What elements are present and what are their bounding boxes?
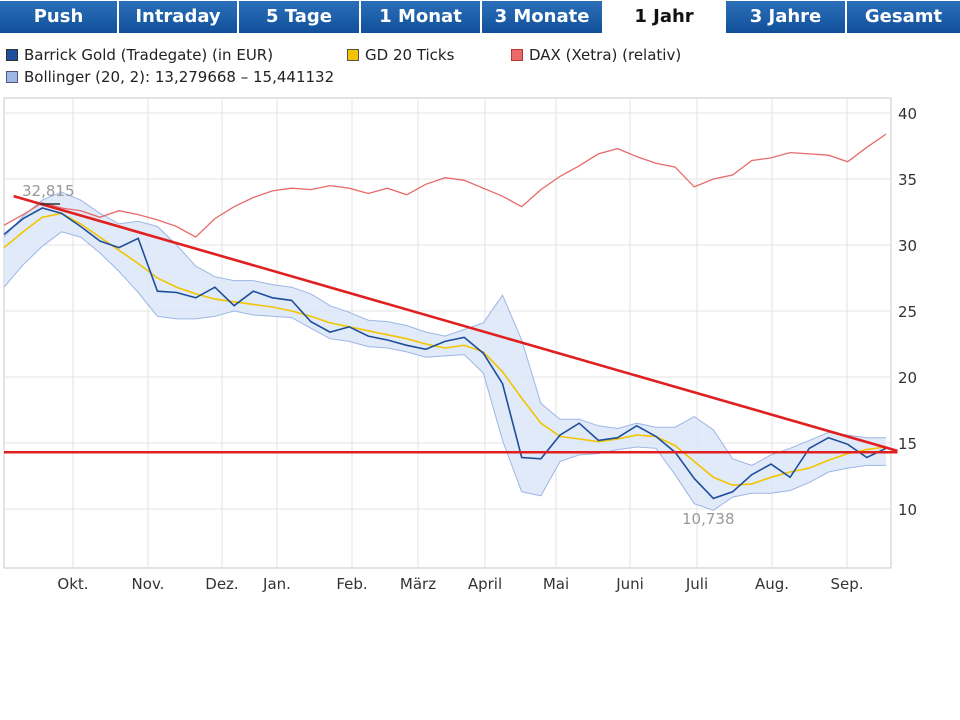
gridlines xyxy=(4,98,891,568)
y-tick-label: 25 xyxy=(898,303,917,321)
legend-item-gd20[interactable]: GD 20 Ticks xyxy=(347,46,454,64)
legend-label: DAX (Xetra) (relativ) xyxy=(529,46,682,64)
x-tick-label: Jan. xyxy=(262,575,291,593)
y-axis: 40 35 30 25 20 15 10 xyxy=(898,105,917,519)
legend-label: Bollinger (20, 2): 13,279668 – 15,441132 xyxy=(24,68,335,86)
chart-legend: Barrick Gold (Tradegate) (in EUR) GD 20 … xyxy=(0,44,960,90)
tab-label: 3 Jahre xyxy=(749,6,822,27)
tab-label: 1 Jahr xyxy=(634,6,694,27)
min-label: 10,738 xyxy=(682,510,735,528)
y-tick-label: 15 xyxy=(898,435,917,453)
bollinger-lower-line xyxy=(3,231,886,511)
x-tick-label: Juli xyxy=(685,575,708,593)
legend-label: Barrick Gold (Tradegate) (in EUR) xyxy=(24,46,274,64)
x-tick-label: Juni xyxy=(615,575,644,593)
tab-label: 1 Monat xyxy=(379,6,462,27)
legend-item-dax[interactable]: DAX (Xetra) (relativ) xyxy=(511,46,681,64)
legend-item-barrick[interactable]: Barrick Gold (Tradegate) (in EUR) xyxy=(6,46,273,64)
tab-label: 5 Tage xyxy=(266,6,332,27)
y-tick-label: 35 xyxy=(898,171,917,189)
tab-push[interactable]: Push xyxy=(0,1,117,33)
trendline xyxy=(13,194,898,453)
dax-line xyxy=(3,133,887,238)
bollinger-upper-line xyxy=(3,191,886,466)
y-tick-label: 40 xyxy=(898,105,917,123)
legend-label: GD 20 Ticks xyxy=(365,46,455,64)
tab-label: Push xyxy=(33,6,84,27)
legend-swatch-gd20 xyxy=(347,49,359,61)
y-tick-label: 30 xyxy=(898,237,917,255)
x-tick-label: April xyxy=(468,575,502,593)
legend-swatch-barrick xyxy=(6,49,18,61)
max-label: 32,815 xyxy=(22,182,75,200)
tab-label: Intraday xyxy=(135,6,221,27)
tab-3-jahre[interactable]: 3 Jahre xyxy=(726,1,845,33)
barrick-price-line xyxy=(3,207,887,500)
x-axis: Okt. Nov. Dez. Jan. Feb. März April Mai Juni Juli… xyxy=(57,575,863,593)
tab-1-monat[interactable]: 1 Monat xyxy=(361,1,480,33)
x-tick-label: Sep. xyxy=(830,575,863,593)
x-tick-label: Okt. xyxy=(57,575,88,593)
tab-3-monate[interactable]: 3 Monate xyxy=(482,1,602,33)
x-tick-label: Aug. xyxy=(755,575,789,593)
x-tick-label: März xyxy=(400,575,436,593)
trendlines xyxy=(4,194,898,454)
tab-label: Gesamt xyxy=(864,6,943,27)
legend-swatch-dax xyxy=(511,49,523,61)
tab-label: 3 Monate xyxy=(494,6,590,27)
plot-area xyxy=(3,97,892,569)
legend-item-bollinger[interactable]: Bollinger (20, 2): 13,279668 – 15,441132 xyxy=(6,68,334,86)
tab-gesamt[interactable]: Gesamt xyxy=(847,1,960,33)
x-tick-label: Dez. xyxy=(205,575,238,593)
timeframe-tabs: Push Intraday 5 Tage 1 Monat 3 Monate 1 … xyxy=(0,0,960,34)
tab-5-tage[interactable]: 5 Tage xyxy=(239,1,359,33)
bollinger-band xyxy=(4,192,886,511)
x-tick-label: Mai xyxy=(543,575,569,593)
tab-1-jahr[interactable]: 1 Jahr xyxy=(604,1,724,33)
y-tick-label: 20 xyxy=(898,369,917,387)
tab-intraday[interactable]: Intraday xyxy=(119,1,237,33)
y-tick-label: 10 xyxy=(898,501,917,519)
x-tick-label: Nov. xyxy=(132,575,165,593)
x-tick-label: Feb. xyxy=(336,575,367,593)
legend-swatch-bollinger xyxy=(6,71,18,83)
